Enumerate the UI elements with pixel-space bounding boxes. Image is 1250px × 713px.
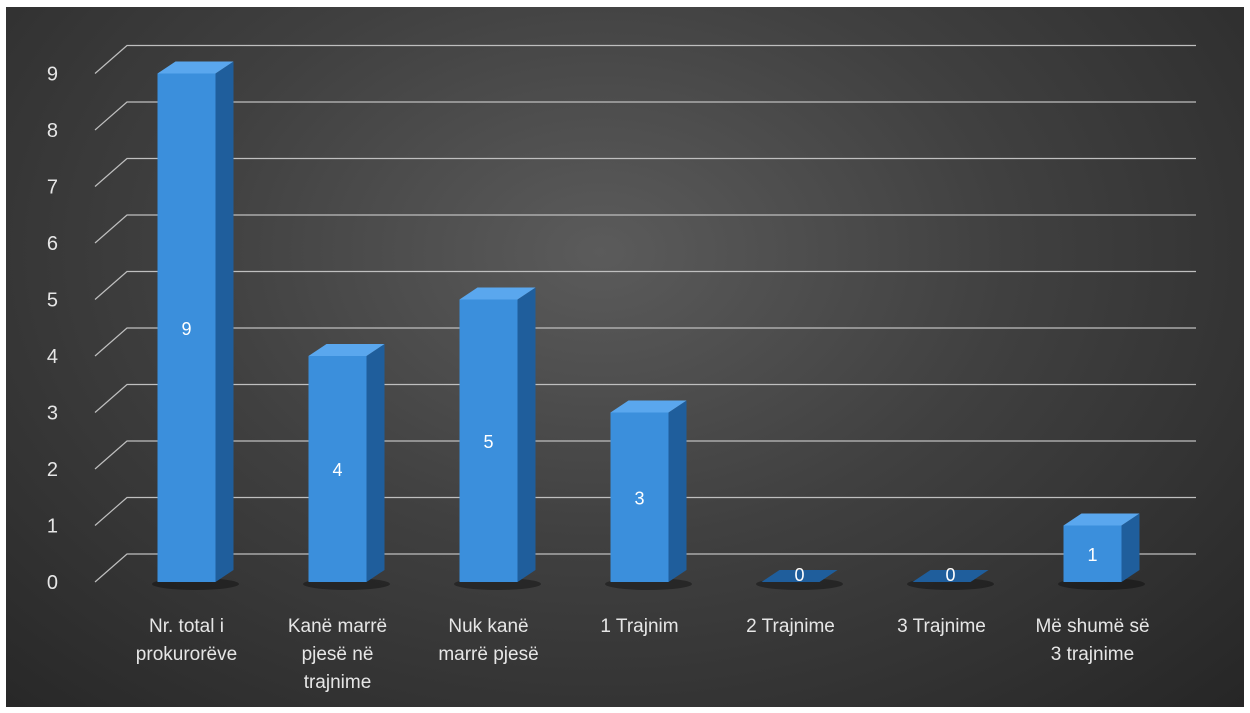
category-label-line: pjesë në — [302, 644, 374, 665]
y-tick-label: 3 — [47, 403, 58, 425]
category-label: Nuk kanë marrë pjesë — [438, 616, 538, 665]
y-tick-label: 0 — [47, 572, 58, 594]
data-label: 0 — [794, 565, 804, 585]
bar-front — [610, 412, 669, 582]
category-label: 1 Trajnim — [600, 616, 678, 637]
category-label: Nr. total i prokurorëve — [136, 616, 237, 665]
category-label: Më shumë së 3 trajnime — [1035, 616, 1149, 665]
gridline — [94, 496, 1196, 526]
category-label-line: Nuk kanë — [448, 616, 528, 637]
category-label: Kanë marrë pjesë në trajnime — [288, 616, 387, 693]
bar — [605, 400, 692, 590]
gridline — [94, 383, 1196, 413]
bar-side — [517, 287, 536, 582]
gridline — [94, 327, 1196, 357]
category-label: 2 Trajnime — [746, 616, 835, 637]
gridline — [94, 214, 1196, 244]
y-tick-label: 6 — [47, 233, 58, 255]
data-label: 1 — [1087, 545, 1097, 565]
gridline — [94, 440, 1196, 470]
category-label-line: trajnime — [304, 672, 372, 693]
bar — [303, 344, 390, 590]
data-label: 9 — [181, 319, 191, 339]
bar — [756, 570, 843, 590]
category-label-line: Më shumë së — [1035, 616, 1149, 637]
gridline — [94, 44, 1196, 74]
bar-side — [215, 61, 234, 582]
bar-front — [1063, 525, 1122, 582]
bar-top — [761, 570, 838, 582]
bar — [152, 61, 239, 590]
bar-top — [459, 287, 536, 300]
y-tick-label: 4 — [47, 346, 58, 368]
category-label-line: 3 Trajnime — [897, 616, 986, 637]
gridline — [94, 101, 1196, 131]
category-label-line: 2 Trajnime — [746, 616, 835, 637]
category-label-line: Nr. total i — [149, 616, 224, 637]
bar-front — [157, 73, 216, 582]
bar-top — [610, 400, 687, 413]
y-tick-label: 2 — [47, 459, 58, 481]
y-tick-label: 1 — [47, 516, 58, 538]
y-tick-label: 7 — [47, 177, 58, 199]
bar — [907, 570, 994, 590]
category-label-line: marrë pjesë — [438, 644, 538, 665]
category-label-line: 3 trajnime — [1051, 644, 1134, 665]
bar-top — [1063, 513, 1140, 526]
bar-front — [308, 356, 367, 582]
bar-front — [459, 299, 518, 582]
gridline — [94, 157, 1196, 187]
bar — [454, 287, 541, 590]
data-label: 0 — [945, 565, 955, 585]
gridline — [94, 553, 1196, 583]
bar — [1058, 513, 1145, 590]
category-label-line: Kanë marrë — [288, 616, 387, 637]
category-label-line: prokurorëve — [136, 644, 237, 665]
y-tick-label: 8 — [47, 120, 58, 142]
bar-side — [668, 400, 687, 582]
bar-side — [366, 344, 385, 582]
category-label-line: 1 Trajnim — [600, 616, 678, 637]
chart-area: 0 1 2 3 4 5 6 7 8 9 9 Nr. total i prokurorëve 4 Kanë m… — [6, 7, 1244, 707]
data-label: 5 — [483, 432, 493, 452]
bar-side — [1121, 513, 1140, 582]
y-tick-label: 5 — [47, 290, 58, 312]
bar-top — [308, 344, 385, 356]
data-label: 3 — [634, 488, 644, 508]
bar-top — [912, 570, 989, 582]
category-label: 3 Trajnime — [897, 616, 986, 637]
gridline — [94, 270, 1196, 300]
y-tick-label: 9 — [47, 64, 58, 86]
bar-chart: 0 1 2 3 4 5 6 7 8 9 9 Nr. total i prokurorëve 4 Kanë m… — [47, 44, 1196, 693]
bar-top — [157, 61, 234, 74]
data-label: 4 — [332, 460, 342, 480]
